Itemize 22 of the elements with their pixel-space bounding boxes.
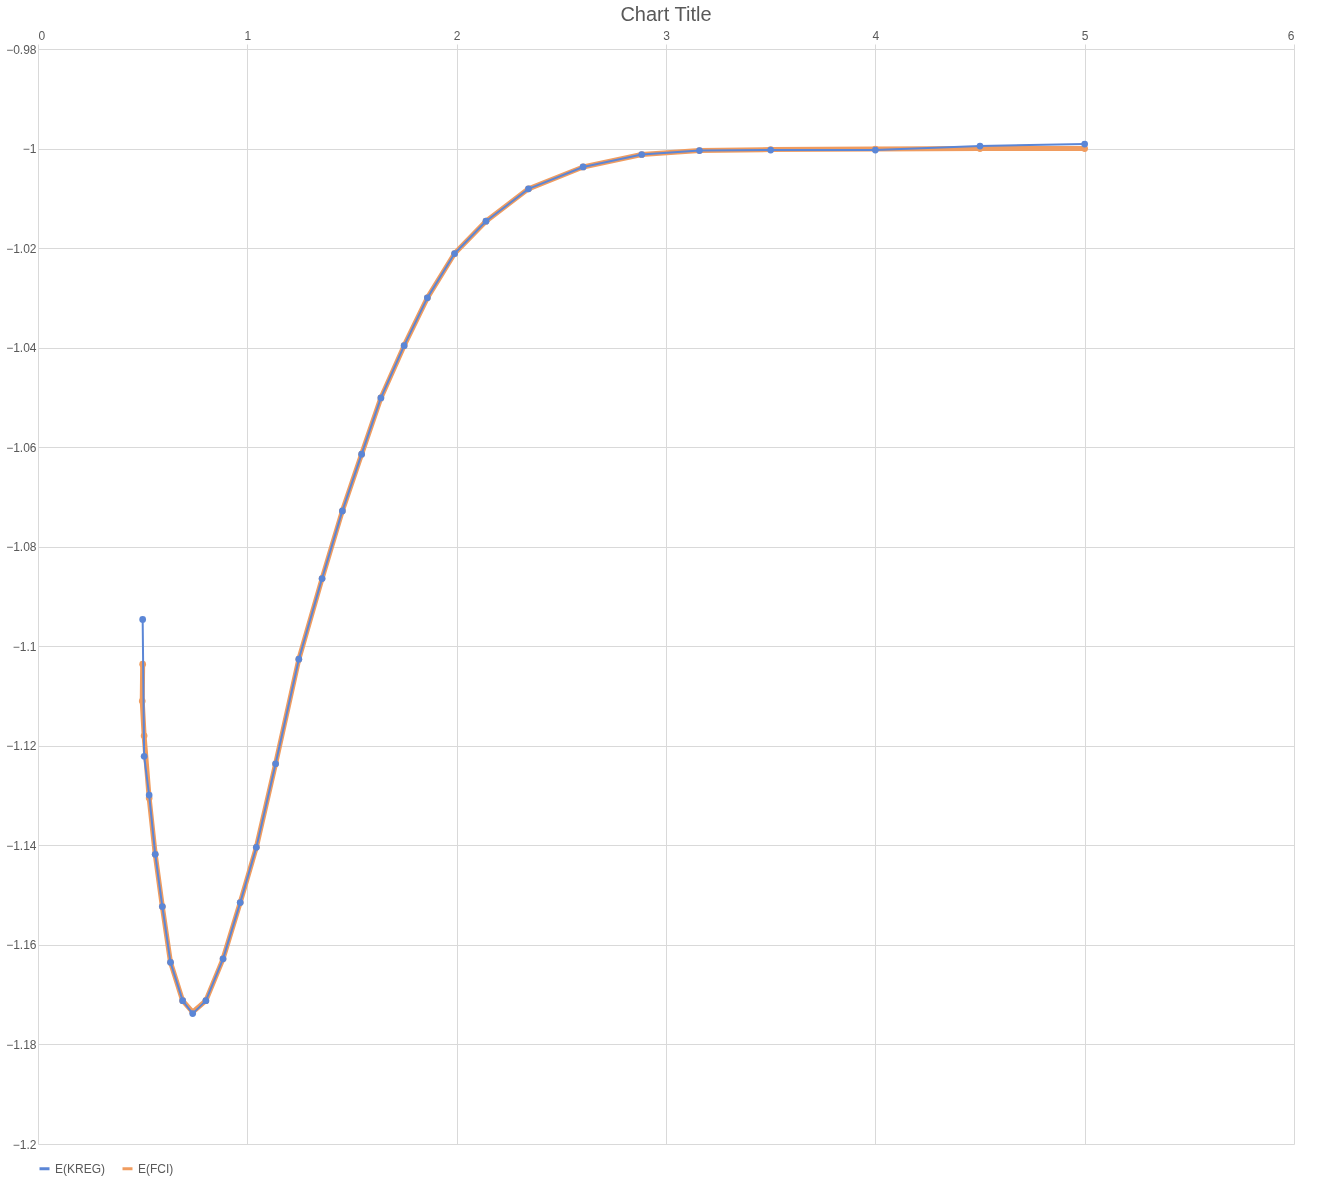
y-tick-label: −1.1 <box>12 639 37 654</box>
y-tick-label: −1.04 <box>6 341 37 356</box>
y-tick-label: −1 <box>22 142 37 157</box>
y-tick-label: −1.08 <box>6 540 37 555</box>
x-tick-label: 0 <box>38 28 46 43</box>
legend-label: E(FCI) <box>138 1161 174 1176</box>
x-tick-label: 4 <box>872 28 880 43</box>
y-tick-label: −1.12 <box>6 739 37 754</box>
y-tick-label: −1.18 <box>6 1037 37 1052</box>
legend-label: E(KREG) <box>55 1161 106 1176</box>
y-tick-label: −1.06 <box>6 440 37 455</box>
y-tick-label: −0.98 <box>6 42 37 57</box>
x-tick-label: 3 <box>663 28 671 43</box>
y-tick-label: −1.16 <box>6 938 37 953</box>
x-tick-label: 1 <box>244 28 252 43</box>
y-tick-label: −1.02 <box>6 241 37 256</box>
chart-title: Chart Title <box>620 3 712 25</box>
x-tick-label: 5 <box>1081 28 1089 43</box>
y-tick-label: −1.2 <box>12 1137 37 1152</box>
x-tick-label: 6 <box>1287 28 1295 43</box>
y-tick-label: −1.14 <box>6 838 37 853</box>
x-tick-label: 2 <box>453 28 461 43</box>
